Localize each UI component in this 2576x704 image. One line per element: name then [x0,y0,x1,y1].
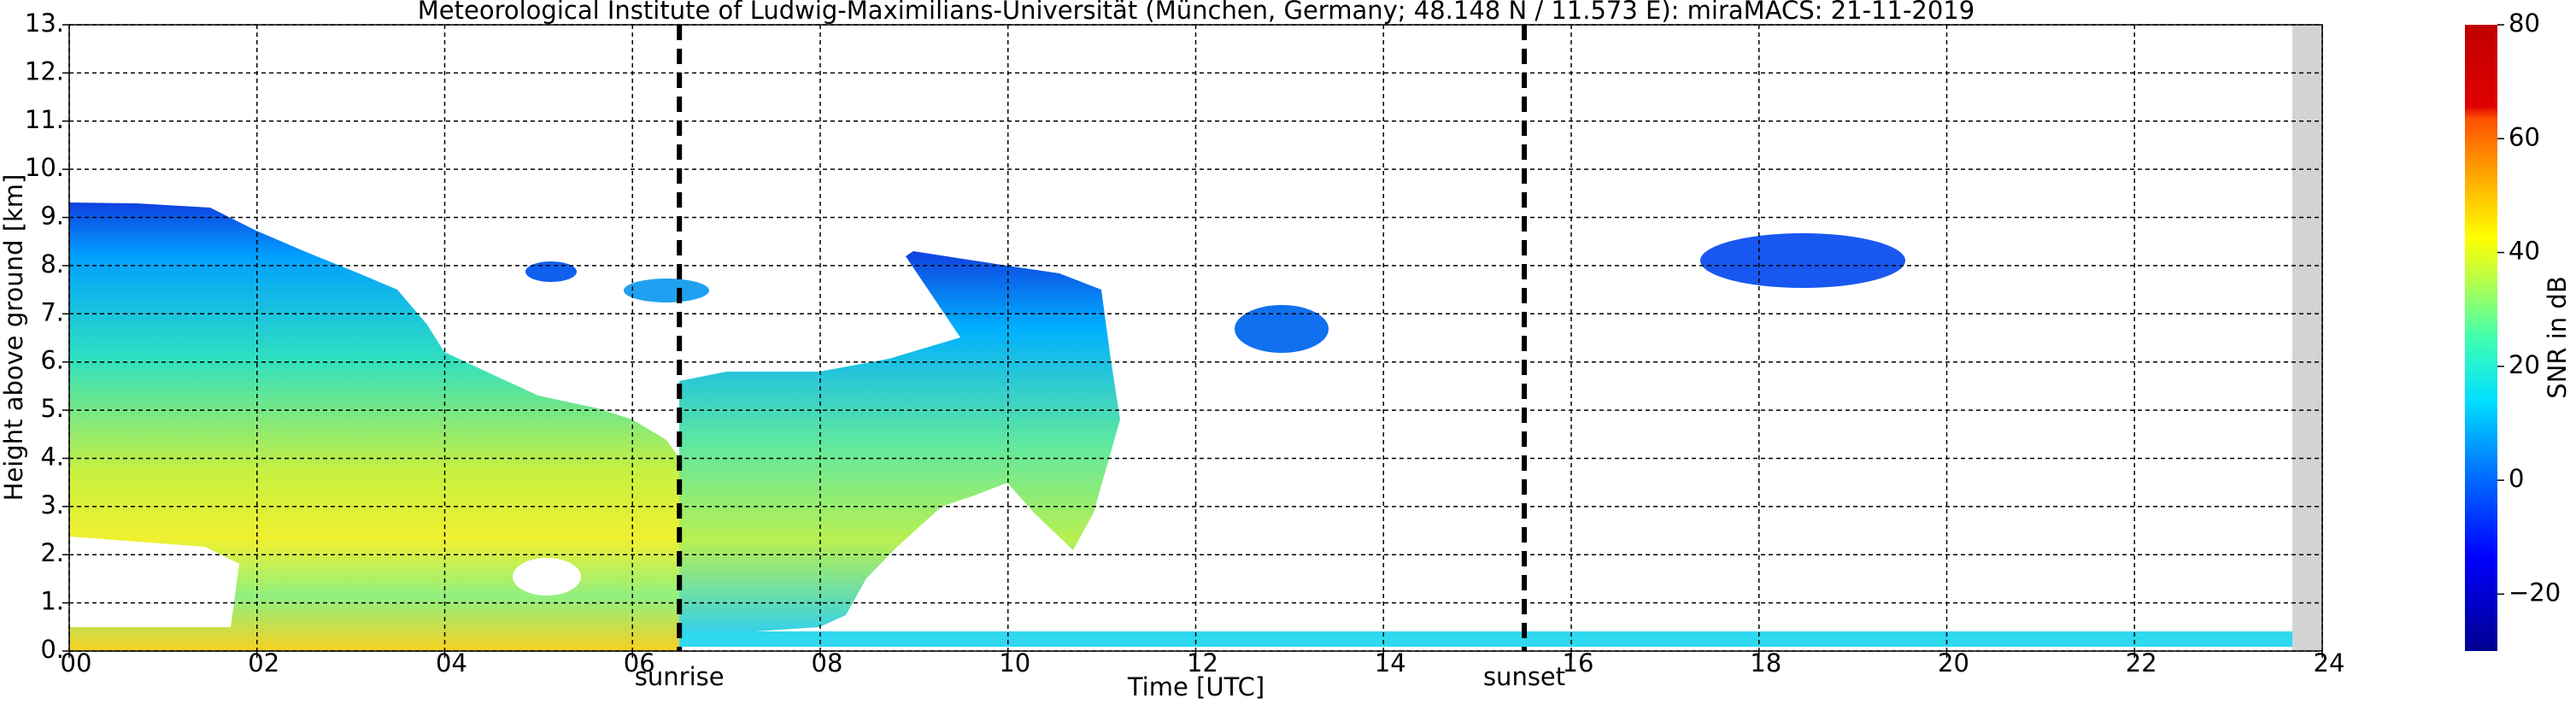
annotation-label: sunset [1483,662,1565,691]
x-tick-label: 20 [1938,648,1969,678]
cloud-field [1235,305,1329,353]
x-axis-label: Time [UTC] [1127,672,1265,701]
x-tick-label: 06 [624,648,655,678]
y-tick-label: 2. [40,538,64,567]
y-tick-label: 13. [25,9,64,38]
y-tick-label: 12. [25,56,64,85]
x-tick-label: 08 [812,648,843,678]
x-tick-label: 22 [2126,648,2157,678]
colorbar-tick-label: 40 [2509,237,2540,266]
colorbar-tick-label: 60 [2509,122,2540,151]
x-tick-label: 14 [1375,648,1406,678]
colorbar-tick-label: −20 [2509,578,2561,607]
colorbar-tick-label: 20 [2509,350,2540,379]
colorbar-tick-label: 0 [2509,464,2524,493]
x-tick-label: 02 [248,648,279,678]
x-tick-label: 16 [1563,648,1594,678]
cloud-field [1700,233,1905,288]
y-tick-label: 6. [40,346,64,375]
cloud-field [624,279,709,302]
y-tick-label: 4. [40,442,64,471]
colorbar-tick-label: 80 [2509,9,2540,38]
no-data-region [2292,25,2322,651]
cloud-gap [513,558,581,595]
y-tick-label: 5. [40,394,64,423]
colorbar-label: SNR in dB [2543,276,2572,398]
cloud-field [679,631,2292,647]
y-tick-label: 11. [25,105,64,134]
chart-title: Meteorological Institute of Ludwig-Maxim… [418,0,1975,25]
y-tick-label: 1. [40,587,64,616]
y-tick-label: 10. [25,153,64,182]
cloud-field [679,251,1120,637]
y-tick-label: 0. [40,635,64,664]
cloud-field [69,202,679,651]
x-tick-label: 12 [1187,648,1218,678]
y-tick-label: 9. [40,202,64,231]
colorbar [2465,25,2497,651]
y-tick-label: 3. [40,490,64,519]
y-tick-label: 7. [40,297,64,326]
y-tick-label: 8. [40,249,64,279]
y-axis-label: Height above ground [km] [0,174,28,502]
x-tick-label: 10 [999,648,1030,678]
x-tick-label: 18 [1750,648,1781,678]
x-tick-label: 24 [2314,648,2345,678]
annotation-label: sunrise [635,662,725,691]
x-tick-label: 00 [61,648,92,678]
plot-area [69,25,2322,651]
cloud-field [525,261,577,282]
x-tick-label: 04 [436,648,467,678]
